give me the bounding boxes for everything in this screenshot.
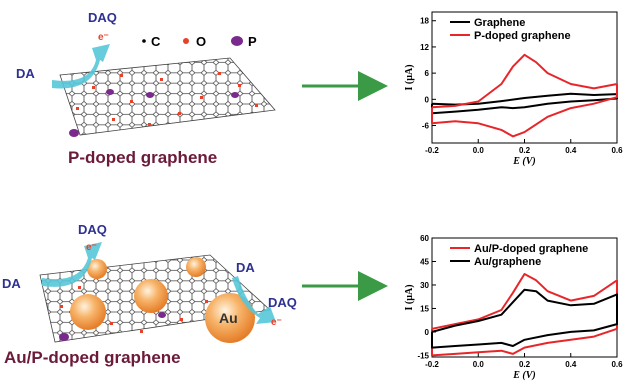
da-label-bottom-right: DA — [236, 260, 255, 275]
au-label: Au — [219, 310, 238, 326]
oxygen-dopants-top — [76, 72, 258, 126]
y-tick-label: 6 — [425, 69, 430, 78]
cv-chart-top: -0.2 0.0 0.2 0.4 0.6 -6 0 6 12 18 E (V) I (µA) Graph… — [404, 11, 623, 167]
legend-label: Au/graphene — [474, 256, 541, 268]
y-tick-label: 0 — [425, 328, 430, 337]
electron-label-bottom-right: e⁻ — [271, 317, 282, 328]
gold-nanoparticles — [70, 257, 255, 343]
gold-nanoparticle-medium-2 — [134, 279, 168, 313]
gold-nanoparticle-small-2 — [186, 257, 206, 277]
gold-nanoparticle-medium-1 — [70, 294, 106, 330]
series-line — [431, 53, 618, 138]
gold-nanoparticle-small-1 — [87, 259, 107, 279]
x-tick-label: -0.2 — [425, 360, 439, 369]
phosphorus-legend-label: P — [248, 34, 257, 49]
y-tick-label: 18 — [420, 17, 429, 26]
bottom-scheme: Au DAQ e⁻ DA DA DAQ e⁻ Au/P-doped graphe… — [2, 222, 297, 367]
da-label-top: DA — [16, 66, 35, 81]
series-line — [431, 273, 618, 357]
y-tick-label: -15 — [417, 351, 429, 360]
da-to-daq-arrow-bottom-left — [42, 242, 102, 287]
legend-label: Au/P-doped graphene — [474, 243, 588, 255]
daq-label-top: DAQ — [88, 10, 117, 25]
x-tick-label: 0.0 — [473, 360, 485, 369]
y-tick-label: -6 — [422, 122, 430, 131]
x-tick-label: 0.6 — [611, 360, 623, 369]
y-tick-label: 30 — [420, 281, 429, 290]
y-axis-label: I (µA) — [404, 64, 415, 90]
legend-label: Graphene — [474, 17, 525, 29]
x-tick-label: 0.4 — [565, 360, 577, 369]
caption-top: P-doped graphene — [68, 148, 217, 167]
x-axis-label: E (V) — [512, 156, 536, 167]
y-tick-label: 12 — [420, 43, 429, 52]
electron-label-top: e⁻ — [98, 32, 109, 43]
phosphorus-dopants-bottom — [59, 312, 166, 341]
phosphorus-dopants-top — [69, 89, 239, 137]
daq-label-bottom-left: DAQ — [78, 222, 107, 237]
y-tick-label: 60 — [420, 234, 429, 243]
y-tick-label: 15 — [420, 304, 429, 313]
x-axis-label: E (V) — [512, 370, 536, 381]
x-tick-label: -0.2 — [425, 146, 439, 155]
daq-label-bottom-right: DAQ — [268, 295, 297, 310]
electron-label-bottom-left: e⁻ — [86, 242, 97, 253]
x-tick-label: 0.6 — [611, 146, 623, 155]
y-tick-label: 0 — [425, 95, 430, 104]
x-tick-label: 0.2 — [519, 360, 531, 369]
oxygen-legend-dot — [183, 38, 189, 44]
y-tick-label: 45 — [420, 257, 429, 266]
phosphorus-legend-dot — [231, 36, 243, 46]
x-tick-label: 0.4 — [565, 146, 577, 155]
gold-nanoparticle-large — [205, 293, 255, 343]
cv-chart-bottom: -0.2 0.0 0.2 0.4 0.6 -15 0 15 30 45 60 E (V) I (µA) A… — [404, 234, 623, 381]
oxygen-legend-label: O — [196, 34, 206, 49]
carbon-legend-label: C — [151, 34, 161, 49]
x-tick-label: 0.0 — [473, 146, 485, 155]
carbon-legend-dot — [142, 39, 146, 43]
element-legend: C O P — [142, 34, 257, 49]
series-line — [431, 92, 618, 115]
oxygen-dopants-bottom — [60, 286, 208, 333]
series-line — [431, 288, 618, 349]
caption-bottom: Au/P-doped graphene — [4, 348, 181, 367]
legend-label: P-doped graphene — [474, 30, 571, 42]
top-scheme: DAQ e⁻ DA C O P P-doped graphene — [16, 10, 276, 167]
da-to-daq-arrow-top — [52, 44, 110, 89]
x-tick-label: 0.2 — [519, 146, 531, 155]
da-to-daq-arrow-bottom-right — [232, 276, 276, 324]
y-axis-label: I (µA) — [404, 284, 415, 310]
da-label-bottom-left: DA — [2, 276, 21, 291]
